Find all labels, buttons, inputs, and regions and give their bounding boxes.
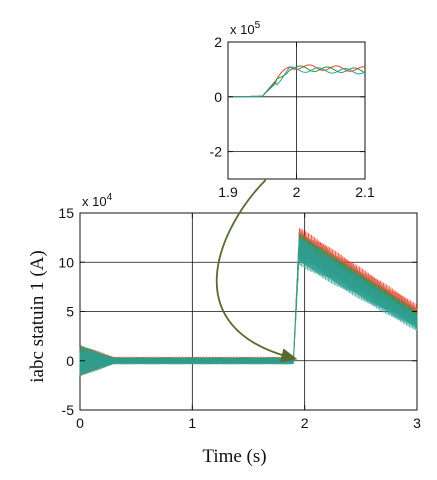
main-y-tick-label: 5 bbox=[66, 304, 74, 320]
zoom-arrow bbox=[216, 179, 298, 363]
main-y-tick-label: 10 bbox=[58, 254, 74, 270]
main-y-multiplier: x 104 bbox=[82, 192, 113, 209]
inset-plot: 1.9 2 2.1 -2 0 2 x 105 bbox=[210, 20, 375, 200]
inset-y-tick-label: 0 bbox=[214, 89, 222, 105]
inset-x-tick-label: 1.9 bbox=[218, 184, 238, 200]
main-y-tick-label: 15 bbox=[58, 205, 74, 221]
inset-series-line-3 bbox=[227, 66, 366, 98]
main-x-tick-label: 3 bbox=[413, 415, 421, 431]
inset-series bbox=[227, 64, 366, 98]
main-x-tick-label: 0 bbox=[76, 415, 84, 431]
main-y-tick-label: -5 bbox=[62, 402, 75, 418]
x-axis-label: Time (s) bbox=[202, 446, 266, 467]
y-axis-label: iabc statuin 1 (A) bbox=[27, 250, 48, 382]
inset-x-tick-label: 2 bbox=[293, 184, 301, 200]
main-x-tick-label: 1 bbox=[188, 415, 196, 431]
main-series-line-3 bbox=[79, 236, 418, 376]
inset-y-tick-label: -2 bbox=[210, 144, 223, 160]
main-x-tick-label: 2 bbox=[301, 415, 309, 431]
inset-ticks: 1.9 2 2.1 -2 0 2 bbox=[210, 34, 375, 200]
main-y-tick-label: 0 bbox=[66, 353, 74, 369]
inset-x-tick-label: 2.1 bbox=[355, 184, 375, 200]
inset-y-multiplier: x 105 bbox=[230, 20, 261, 37]
inset-y-tick-label: 2 bbox=[214, 34, 222, 50]
main-series bbox=[79, 228, 418, 377]
